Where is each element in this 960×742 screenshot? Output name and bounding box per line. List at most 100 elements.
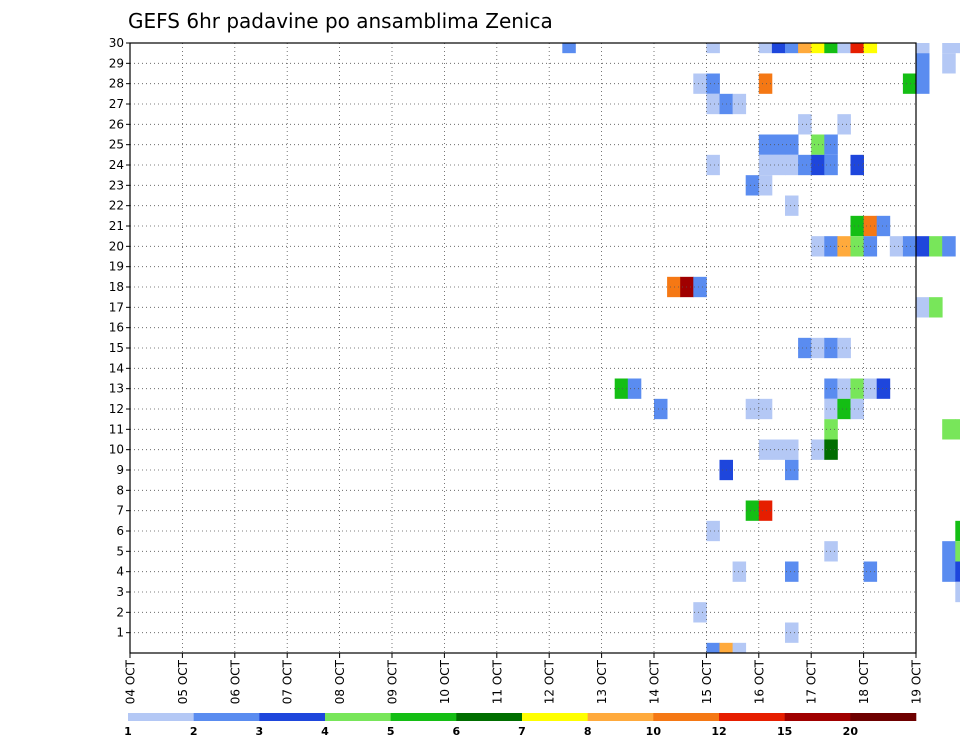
heatmap-cell xyxy=(811,134,825,155)
heatmap-cell xyxy=(850,43,864,54)
heatmap-cell xyxy=(824,43,838,54)
heatmap-cell xyxy=(706,43,720,54)
heatmap-cell xyxy=(916,297,930,318)
heatmap-cell xyxy=(942,43,956,54)
y-tick-label: 13 xyxy=(109,382,124,396)
x-tick-label: 04 OCT xyxy=(124,659,138,704)
heatmap-cell xyxy=(837,114,851,135)
x-tick-label: 07 OCT xyxy=(281,659,295,704)
heatmap-cell xyxy=(785,439,799,460)
heatmap-cell xyxy=(876,215,891,237)
heatmap-cell xyxy=(693,276,707,298)
y-tick-label: 23 xyxy=(109,178,124,192)
heatmap-cell xyxy=(824,154,838,176)
y-tick-label: 12 xyxy=(109,402,124,416)
heatmap-cell xyxy=(811,154,825,176)
y-tick-label: 10 xyxy=(109,443,124,457)
y-tick-label: 27 xyxy=(109,97,124,111)
y-tick-label: 6 xyxy=(116,524,124,538)
y-tick-label: 29 xyxy=(109,56,124,70)
heatmap-cell xyxy=(693,602,707,623)
colorbar-swatch xyxy=(193,713,260,721)
chart-title: GEFS 6hr padavine po ansamblima Zenica xyxy=(128,9,553,33)
x-tick-label: 19 OCT xyxy=(910,659,924,704)
colorbar-swatch xyxy=(456,713,523,721)
heatmap-cell xyxy=(758,134,773,155)
heatmap-cell xyxy=(889,236,904,257)
x-tick-label: 05 OCT xyxy=(176,659,190,704)
x-tick-label: 10 OCT xyxy=(438,659,452,704)
y-axis-ticks: 1234567891011121314151617181920212223242… xyxy=(109,36,130,640)
heatmap-cell xyxy=(758,73,773,94)
y-tick-label: 24 xyxy=(109,158,124,172)
y-tick-label: 18 xyxy=(109,280,124,294)
heatmap-cell xyxy=(732,642,747,653)
x-tick-label: 18 OCT xyxy=(857,659,871,704)
y-tick-label: 30 xyxy=(109,36,124,50)
y-tick-label: 17 xyxy=(109,300,124,314)
heatmap-cell xyxy=(850,398,864,420)
heatmap-cell xyxy=(758,154,773,176)
colorbar-label: 5 xyxy=(387,725,395,738)
y-tick-label: 28 xyxy=(109,77,124,91)
heatmap-cell xyxy=(706,520,720,542)
heatmap-cells xyxy=(562,43,960,653)
heatmap-cell xyxy=(732,561,747,582)
heatmap-cell xyxy=(824,134,838,155)
heatmap-cell xyxy=(693,73,707,94)
heatmap-cell xyxy=(837,337,851,359)
colorbar-label: 6 xyxy=(453,725,461,738)
y-tick-label: 15 xyxy=(109,341,124,355)
heatmap-cell xyxy=(929,297,943,318)
x-tick-label: 08 OCT xyxy=(333,659,347,704)
heatmap-cell xyxy=(811,236,825,257)
colorbar-swatch xyxy=(128,713,194,721)
y-tick-label: 11 xyxy=(109,422,124,436)
heatmap-cell xyxy=(876,378,891,399)
heatmap-cell xyxy=(785,459,799,481)
heatmap-cell xyxy=(667,276,681,298)
colorbar-legend: 1 2 3 4 5 6 7 8 10 12 15 20 xyxy=(124,713,917,738)
heatmap-cell xyxy=(745,500,760,521)
heatmap-cell xyxy=(902,236,917,257)
heatmap-cell xyxy=(758,500,773,521)
x-tick-label: 06 OCT xyxy=(228,659,242,704)
heatmap-cell xyxy=(706,154,720,176)
heatmap-cell xyxy=(732,93,747,115)
y-tick-label: 5 xyxy=(116,544,124,558)
heatmap-cell xyxy=(824,398,838,420)
heatmap-cell xyxy=(942,236,956,257)
heatmap-cell xyxy=(785,43,799,54)
x-tick-label: 09 OCT xyxy=(386,659,400,704)
heatmap-cell xyxy=(942,561,956,582)
heatmap-cell xyxy=(902,73,917,94)
heatmap-cell xyxy=(850,154,864,176)
y-tick-label: 19 xyxy=(109,260,124,274)
heatmap-cell xyxy=(850,215,864,237)
y-tick-label: 26 xyxy=(109,117,124,131)
heatmap-cell xyxy=(824,236,838,257)
heatmap-cell xyxy=(719,642,733,653)
colorbar-label: 10 xyxy=(646,725,662,738)
y-tick-label: 7 xyxy=(116,504,124,518)
heatmap-cell xyxy=(824,337,838,359)
x-tick-label: 16 OCT xyxy=(752,659,766,704)
colorbar-label: 12 xyxy=(711,725,726,738)
heatmap-cell xyxy=(942,419,956,440)
heatmap-cell xyxy=(758,439,773,460)
heatmap-cell xyxy=(955,419,960,440)
y-tick-label: 20 xyxy=(109,239,124,253)
heatmap-cell xyxy=(942,541,956,562)
heatmap-cell xyxy=(745,175,760,196)
y-tick-label: 4 xyxy=(116,565,124,579)
heatmap-cell xyxy=(771,43,786,54)
heatmap-cell xyxy=(614,378,629,399)
y-tick-label: 9 xyxy=(116,463,124,477)
colorbar-swatch xyxy=(784,713,851,721)
y-tick-label: 21 xyxy=(109,219,124,233)
heatmap-cell xyxy=(811,43,825,54)
heatmap-cell xyxy=(706,642,720,653)
heatmap-cell xyxy=(785,134,799,155)
heatmap-cell xyxy=(929,236,943,257)
heatmap-cell xyxy=(916,53,930,74)
